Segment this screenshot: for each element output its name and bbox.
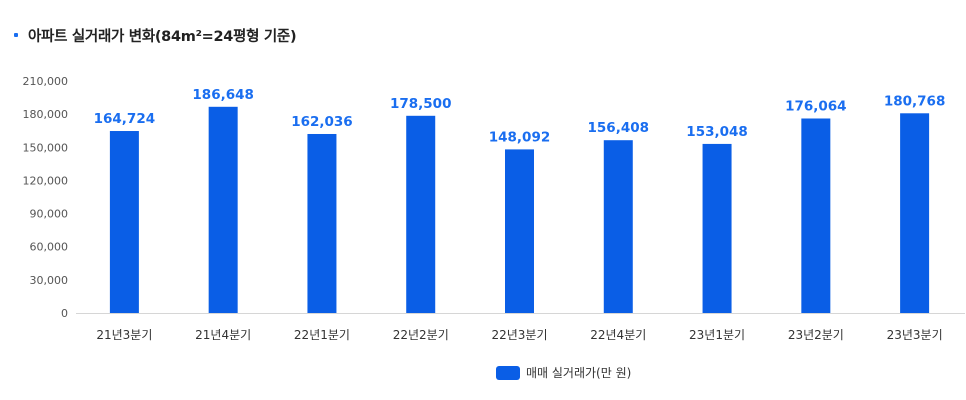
bar-value-label: 148,092 [489,129,551,145]
x-tick-label: 21년3분기 [96,328,152,342]
y-tick-label: 60,000 [30,241,69,254]
y-tick-label: 30,000 [30,274,69,287]
bar-value-label: 156,408 [588,120,650,136]
bar-value-label: 178,500 [390,96,452,112]
title-bullet-icon [14,33,18,37]
y-tick-label: 0 [61,307,68,320]
bar [208,106,238,313]
bar [505,149,534,313]
legend: 매매 실거래가(만 원) [496,364,631,381]
x-tick-label: 21년4분기 [195,328,251,342]
legend-swatch [496,365,520,380]
bar [406,115,436,313]
bar [801,118,831,313]
x-tick-label: 23년1분기 [689,328,745,342]
bar [900,113,930,313]
chart-title: 아파트 실거래가 변화(84m²=24평형 기준) [28,28,297,45]
bar [702,143,732,313]
y-tick-label: 210,000 [23,75,69,88]
bar-value-label: 180,768 [884,93,946,109]
x-tick-label: 22년1분기 [294,328,350,342]
y-tick-label: 90,000 [30,208,69,221]
x-tick-label: 23년3분기 [887,328,943,342]
bar-value-label: 186,648 [192,87,254,103]
y-tick-label: 120,000 [23,174,69,187]
x-tick-label: 23년2분기 [788,328,844,342]
bar [307,133,337,313]
bar-value-label: 176,064 [785,98,847,114]
bar-value-label: 164,724 [94,111,156,127]
bar-value-label: 162,036 [291,114,353,130]
bar [603,140,633,313]
chart-title-row: 아파트 실거래가 변화(84m²=24평형 기준) [14,23,297,47]
bar [109,131,139,313]
y-tick-label: 180,000 [23,108,69,121]
bar-value-label: 153,048 [686,124,748,140]
y-tick-label: 150,000 [23,141,69,154]
x-tick-label: 22년2분기 [393,328,449,342]
x-tick-label: 22년3분기 [491,328,547,342]
x-tick-label: 22년4분기 [590,328,646,342]
legend-label: 매매 실거래가(만 원) [526,366,632,380]
